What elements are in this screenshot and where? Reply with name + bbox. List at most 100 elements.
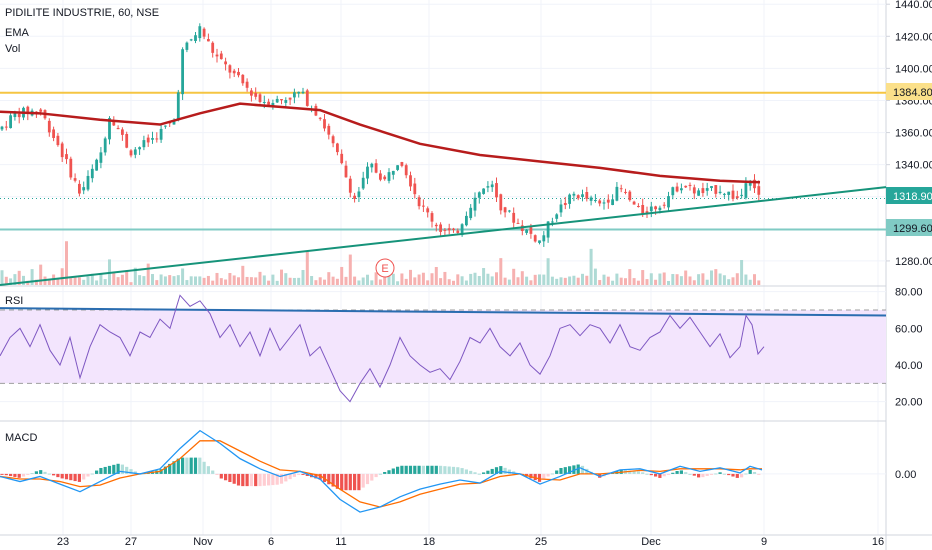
macd-histogram-bar	[439, 465, 443, 474]
candle-body	[121, 129, 124, 135]
volume-bar	[374, 272, 378, 285]
macd-histogram-bar	[447, 466, 451, 474]
macd-histogram-bar	[77, 473, 81, 482]
candle-body	[439, 224, 442, 232]
candle-body	[146, 137, 150, 143]
candle-body	[323, 119, 326, 129]
macd-histogram-bar	[99, 467, 103, 474]
candle-body	[207, 39, 210, 42]
macd-histogram-bar	[202, 461, 206, 474]
macd-histogram-bar	[451, 466, 456, 474]
macd-histogram-bar	[348, 473, 352, 491]
volume-bar	[327, 272, 331, 285]
macd-histogram-bar	[56, 473, 60, 478]
macd-histogram-bar	[477, 473, 481, 475]
volume-bar	[447, 279, 451, 285]
candle-body	[288, 97, 292, 100]
volume-bar	[697, 274, 701, 285]
volume-bar	[335, 278, 339, 285]
rising-trendline	[0, 186, 887, 286]
volume-bar	[705, 279, 709, 285]
candle-body	[434, 224, 438, 227]
macd-histogram-bar	[494, 467, 499, 474]
volume-bar	[95, 280, 99, 285]
macd-histogram-bar	[507, 469, 511, 474]
macd-histogram-bar	[555, 470, 559, 474]
candle-body	[4, 126, 8, 128]
volume-bar	[232, 275, 236, 285]
macd-histogram-bar	[705, 473, 709, 476]
volume-bar	[280, 269, 283, 285]
macd-histogram-bar	[254, 473, 258, 487]
macd-histogram-bar	[568, 466, 572, 474]
macd-histogram-bar	[606, 473, 610, 475]
candle-body	[680, 188, 683, 191]
candle-body	[293, 92, 296, 98]
volume-bar	[249, 277, 253, 285]
candle-body	[744, 183, 748, 198]
macd-histogram-bar	[39, 470, 43, 474]
candle-body	[366, 166, 369, 179]
volume-bar	[628, 269, 632, 285]
volume-bar	[585, 275, 589, 285]
price-axis: 1280.001300.001320.001340.001360.001380.…	[886, 0, 932, 481]
volume-bar	[581, 273, 584, 285]
candle-body	[13, 111, 17, 118]
svg-text:1299.60: 1299.60	[893, 223, 932, 235]
candle-body	[353, 195, 356, 199]
volume-bar	[675, 274, 679, 285]
macd-histogram-bar	[490, 468, 494, 474]
candle-body	[723, 193, 726, 195]
macd-histogram-bar	[357, 473, 361, 491]
macd-histogram-bar	[662, 473, 666, 477]
volume-bar	[284, 273, 288, 285]
macd-histogram-bar	[370, 473, 374, 481]
volume-bar	[550, 276, 554, 285]
candle-body	[555, 214, 559, 219]
volume-bar	[606, 276, 610, 285]
candle-body	[391, 170, 395, 175]
volume-bar	[658, 273, 662, 285]
earnings-marker[interactable]: E	[375, 258, 395, 278]
candle-body	[142, 140, 146, 148]
volume-bar	[176, 275, 180, 285]
macd-histogram-bar	[714, 473, 718, 475]
volume-bar	[572, 275, 576, 285]
candle-body	[542, 235, 546, 242]
macd-histogram-bar	[224, 473, 228, 481]
macd-histogram-bar	[679, 470, 683, 474]
candle-body	[245, 81, 249, 88]
macd-histogram-bar	[546, 473, 550, 477]
volume-bar	[47, 279, 51, 285]
candle-body	[563, 202, 567, 206]
macd-histogram-bar	[533, 473, 537, 481]
earnings-marker-label: E	[381, 263, 388, 275]
volume-bar	[546, 258, 550, 285]
macd-histogram-bar	[709, 473, 714, 475]
last-price-tag: 1318.90	[886, 187, 932, 204]
macd-histogram-bar	[752, 471, 757, 474]
candle-body	[559, 204, 563, 213]
x-tick-label: 11	[335, 536, 346, 548]
volume-bar	[288, 277, 292, 285]
volume-bar	[301, 270, 305, 285]
volume-bar	[370, 280, 374, 285]
candle-body	[469, 207, 473, 219]
volume-bar	[155, 280, 159, 285]
macd-histogram-bar	[292, 473, 296, 477]
macd-histogram-bar	[232, 473, 236, 484]
candle-body	[615, 186, 619, 201]
x-tick-label: 6	[268, 536, 274, 548]
volume-bar	[662, 272, 666, 285]
candle-body	[581, 194, 584, 197]
macd-histogram-bar	[64, 473, 69, 480]
candle-body	[409, 175, 412, 187]
volume-bar	[555, 278, 559, 285]
candle-body	[52, 129, 55, 138]
volume-bar	[86, 276, 90, 285]
candle-body	[9, 115, 12, 129]
candle-body	[327, 125, 331, 135]
macd-histogram-bar	[645, 473, 649, 475]
macd-histogram-bar	[21, 473, 26, 477]
candle-body	[417, 197, 421, 207]
